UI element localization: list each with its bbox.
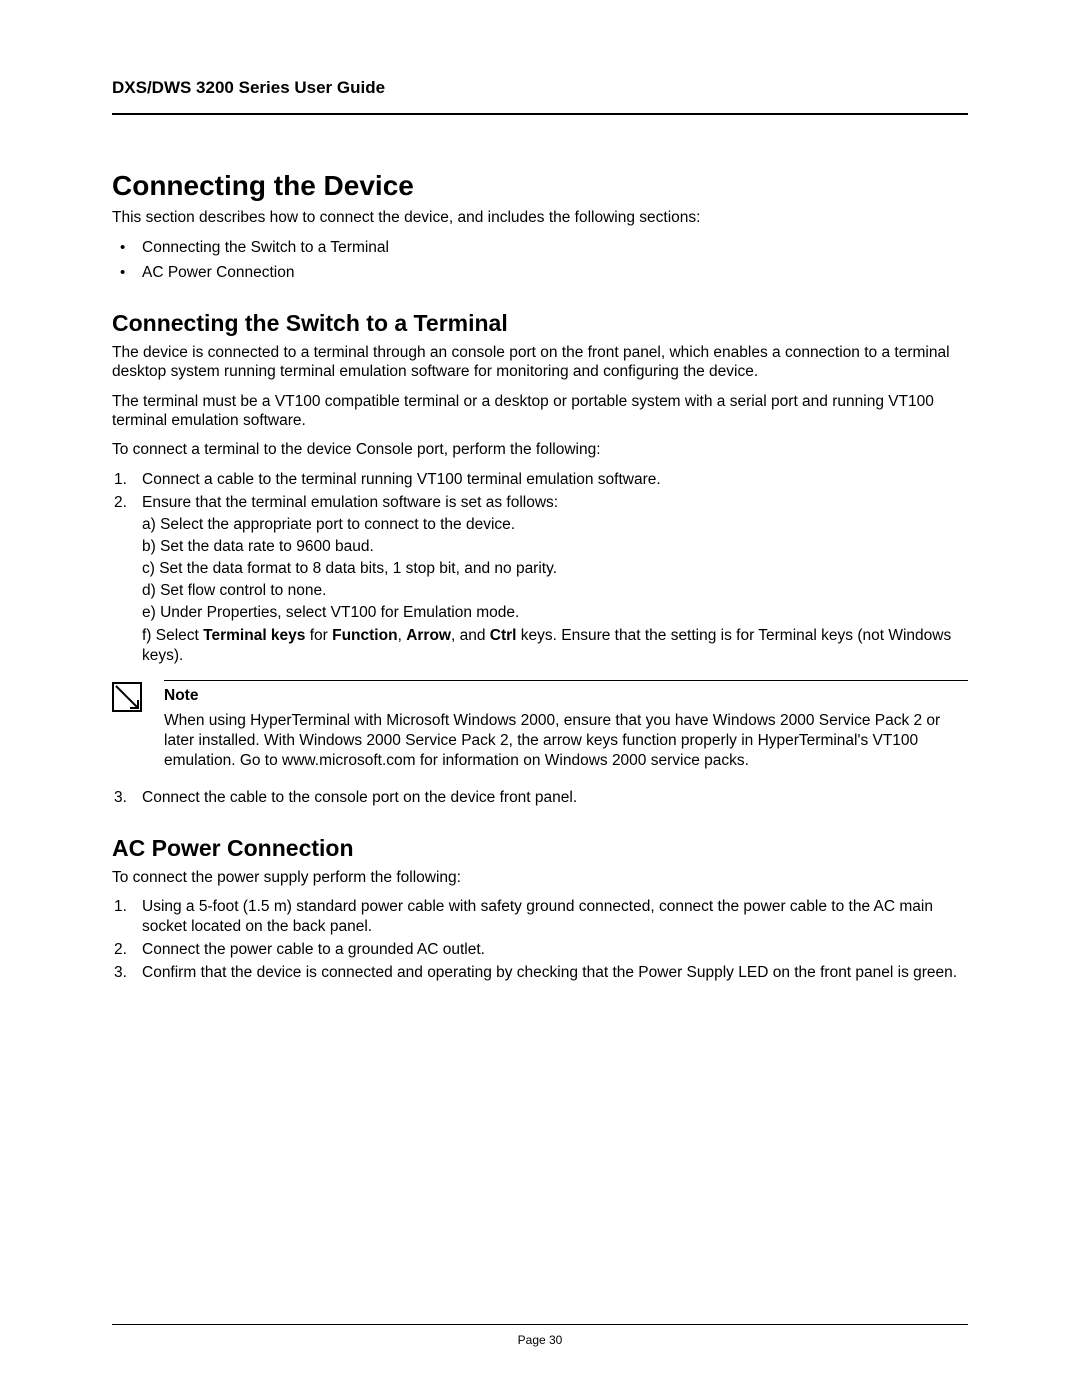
bold-text: Arrow <box>406 627 451 644</box>
steps-list-continued: Connect the cable to the console port on… <box>112 788 968 808</box>
steps-list-ac: Using a 5-foot (1.5 m) standard power ca… <box>112 897 968 984</box>
heading-connecting-switch: Connecting the Switch to a Terminal <box>112 310 968 337</box>
list-item: f) Select Terminal keys for Function, Ar… <box>142 626 968 666</box>
intro-paragraph: This section describes how to connect th… <box>112 208 968 227</box>
text-run: f) Select <box>142 627 203 644</box>
paragraph: The device is connected to a terminal th… <box>112 343 968 382</box>
note-body: Note When using HyperTerminal with Micro… <box>164 680 968 770</box>
heading-connecting-device: Connecting the Device <box>112 170 968 202</box>
list-item: a) Select the appropriate port to connec… <box>142 515 968 535</box>
page-footer: Page 30 <box>112 1324 968 1347</box>
text-run: , <box>398 627 407 644</box>
note-text: When using HyperTerminal with Microsoft … <box>164 711 968 770</box>
list-item: Connect the power cable to a grounded AC… <box>112 940 968 960</box>
document-page: DXS/DWS 3200 Series User Guide Connectin… <box>0 0 1080 1397</box>
bold-text: Terminal keys <box>203 627 305 644</box>
list-item: b) Set the data rate to 9600 baud. <box>142 537 968 557</box>
document-header: DXS/DWS 3200 Series User Guide <box>112 78 968 115</box>
list-item: Ensure that the terminal emulation softw… <box>112 493 968 666</box>
text-run: , and <box>451 627 490 644</box>
list-item: Using a 5-foot (1.5 m) standard power ca… <box>112 897 968 937</box>
bold-text: Function <box>332 627 397 644</box>
bold-text: Ctrl <box>490 627 517 644</box>
heading-ac-power: AC Power Connection <box>112 835 968 862</box>
step-text: Ensure that the terminal emulation softw… <box>142 494 558 511</box>
sub-list: a) Select the appropriate port to connec… <box>142 515 968 666</box>
list-item: AC Power Connection <box>112 262 968 284</box>
list-item: c) Set the data format to 8 data bits, 1… <box>142 559 968 579</box>
list-item: d) Set flow control to none. <box>142 581 968 601</box>
paragraph: To connect the power supply perform the … <box>112 868 968 887</box>
list-item: Connect a cable to the terminal running … <box>112 470 968 490</box>
list-item: e) Under Properties, select VT100 for Em… <box>142 603 968 623</box>
list-item: Connect the cable to the console port on… <box>112 788 968 808</box>
note-block: Note When using HyperTerminal with Micro… <box>112 680 968 770</box>
steps-list: Connect a cable to the terminal running … <box>112 470 968 666</box>
note-title: Note <box>164 687 968 705</box>
note-icon <box>112 682 142 717</box>
paragraph: The terminal must be a VT100 compatible … <box>112 392 968 431</box>
list-item: Confirm that the device is connected and… <box>112 963 968 983</box>
list-item: Connecting the Switch to a Terminal <box>112 237 968 259</box>
paragraph: To connect a terminal to the device Cons… <box>112 440 968 459</box>
toc-list: Connecting the Switch to a Terminal AC P… <box>112 237 968 283</box>
text-run: for <box>305 627 332 644</box>
